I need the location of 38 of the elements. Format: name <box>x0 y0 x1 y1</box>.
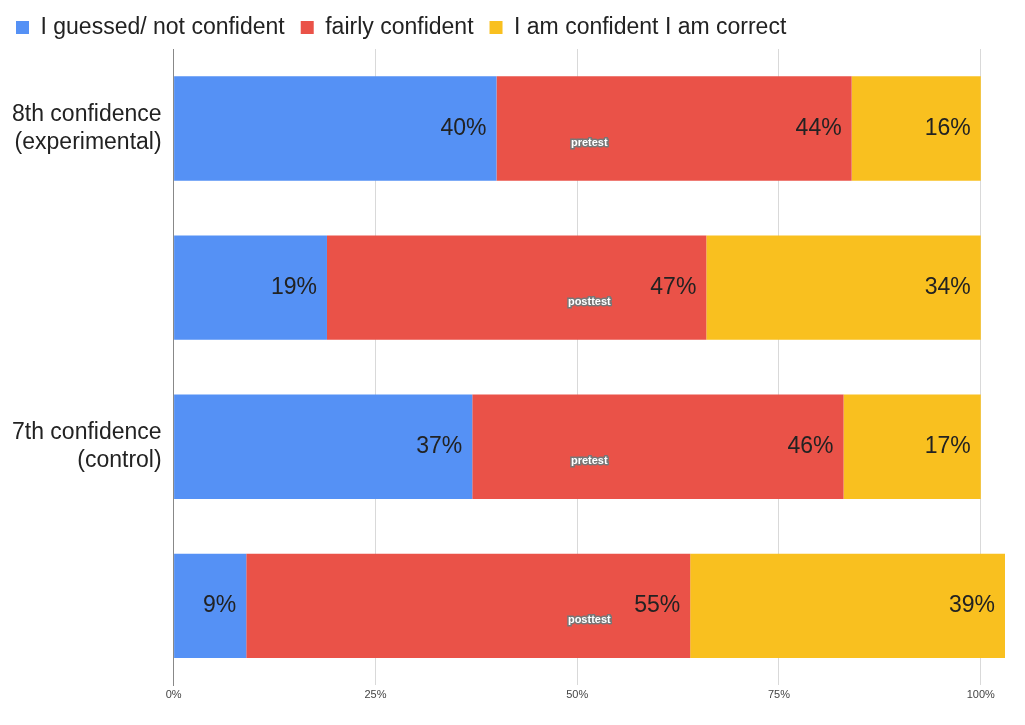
bar <box>326 235 707 340</box>
bar <box>174 553 247 659</box>
annotation: posttest <box>567 294 612 307</box>
annotation: pretest <box>570 135 608 148</box>
bar <box>843 394 981 499</box>
bar <box>246 553 691 659</box>
bar <box>472 394 844 499</box>
bar <box>174 235 327 340</box>
bar <box>174 394 473 499</box>
bar <box>706 235 981 340</box>
data-label: 19% <box>270 272 317 299</box>
legend-label: I am confident I am correct <box>514 12 787 39</box>
data-label: 55% <box>634 591 681 618</box>
bar <box>174 76 497 181</box>
data-label: 46% <box>787 432 834 459</box>
x-tick-label: 0% <box>165 688 182 701</box>
legend-label: fairly confident <box>325 12 475 39</box>
data-label: 44% <box>795 113 842 140</box>
data-label: 37% <box>416 432 463 459</box>
legend-label: I guessed/ not confident <box>40 12 286 39</box>
bar <box>851 76 981 181</box>
data-label: 17% <box>924 432 971 459</box>
y-tick-label: 8th confidence (experimental) <box>11 100 162 154</box>
data-label: 9% <box>203 591 237 618</box>
x-tick-label: 25% <box>364 688 387 701</box>
bar <box>496 76 852 181</box>
x-tick-label: 100% <box>966 688 996 701</box>
x-tick-label: 75% <box>767 688 791 701</box>
data-label: 47% <box>650 272 697 299</box>
data-label: 34% <box>924 272 971 299</box>
annotation: posttest <box>567 612 612 625</box>
y-tick-label: 7th confidence (control) <box>11 418 162 472</box>
data-label: 39% <box>948 591 995 618</box>
x-tick-label: 50% <box>566 688 589 701</box>
bar <box>690 553 1005 659</box>
annotation: pretest <box>570 453 608 466</box>
data-label: 40% <box>440 113 487 140</box>
data-label: 16% <box>924 113 971 140</box>
